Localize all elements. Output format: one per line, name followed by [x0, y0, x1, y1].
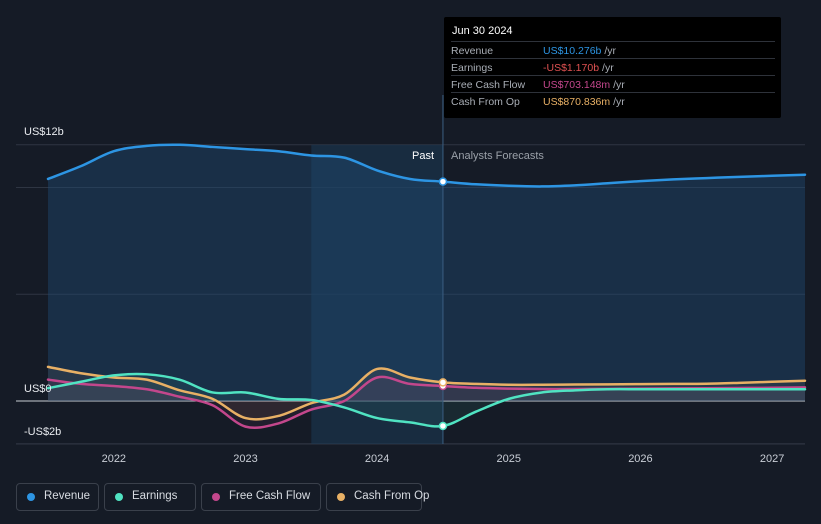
tooltip-value-text: US$870.836m	[543, 96, 611, 108]
series-area	[48, 366, 805, 420]
tooltip-row-cash-from-op: Cash From Op US$870.836m/yr	[451, 92, 775, 110]
legend-item-free-cash-flow[interactable]: Free Cash Flow	[201, 483, 321, 511]
revenue-area	[48, 144, 805, 401]
tooltip-unit: /yr	[613, 79, 625, 91]
analysts-forecasts-label: Analysts Forecasts	[451, 150, 544, 162]
tooltip-row-free-cash-flow: Free Cash Flow US$703.148m/yr	[451, 75, 775, 93]
x-tick-label: 2022	[102, 453, 126, 465]
tooltip-unit: /yr	[613, 96, 625, 108]
marker-revenue	[438, 177, 448, 186]
tooltip-value: US$10.276b/yr	[543, 45, 616, 57]
tooltip-label: Earnings	[451, 62, 493, 74]
legend-item-earnings[interactable]: Earnings	[104, 483, 196, 511]
tooltip-value-text: US$703.148m	[543, 79, 611, 91]
legend-dot	[27, 493, 35, 501]
y-tick-label-bottom: -US$2b	[24, 426, 62, 438]
tooltip-value-text: US$10.276b	[543, 45, 602, 57]
past-label: Past	[412, 150, 435, 162]
tooltip-label: Revenue	[451, 45, 494, 57]
tooltip-date: Jun 30 2024	[452, 25, 513, 37]
tooltip-label: Cash From Op	[451, 96, 520, 108]
x-tick-label: 2026	[628, 453, 652, 465]
tooltip-row-earnings: Earnings -US$1.170b/yr	[451, 58, 775, 76]
series-line-cash-from-op	[46, 365, 807, 421]
x-tick-label: 2027	[760, 453, 784, 465]
legend-item-revenue[interactable]: Revenue	[16, 483, 99, 511]
legend-label: Earnings	[132, 490, 178, 502]
series-line-revenue	[46, 143, 807, 188]
x-tick-label: 2025	[497, 453, 521, 465]
marker-cash-from-op	[438, 378, 448, 387]
tooltip-unit: /yr	[604, 45, 617, 57]
legend-dot	[115, 493, 123, 501]
legend-dot	[212, 493, 220, 501]
tooltip-value: US$870.836m/yr	[543, 96, 625, 108]
legend-dot	[337, 493, 345, 501]
tooltip-unit: /yr	[602, 62, 614, 74]
legend-label: Free Cash Flow	[229, 490, 311, 502]
marker-earnings	[438, 421, 448, 431]
x-tick-label: 2023	[233, 453, 257, 465]
tooltip-value: US$703.148m/yr	[543, 79, 625, 91]
series-line-earnings	[46, 372, 807, 428]
legend-label: Cash From Op	[354, 490, 430, 502]
x-tick-label: 2024	[365, 453, 389, 465]
tooltip-row-revenue: Revenue US$10.276b/yr	[451, 41, 775, 59]
tooltip-value-text: -US$1.170b	[543, 62, 600, 74]
tooltip-value: -US$1.170b/yr	[543, 62, 614, 74]
y-tick-label-top: US$12b	[24, 126, 64, 138]
legend-label: Revenue	[44, 490, 91, 502]
tooltip-label: Free Cash Flow	[451, 79, 526, 91]
data-tooltip: Jun 30 2024 Revenue US$10.276b/yr Earnin…	[444, 17, 781, 118]
y-tick-label-zero: US$0	[24, 383, 52, 395]
past-region-band	[311, 144, 443, 445]
legend-item-cash-from-op[interactable]: Cash From Op	[326, 483, 429, 511]
